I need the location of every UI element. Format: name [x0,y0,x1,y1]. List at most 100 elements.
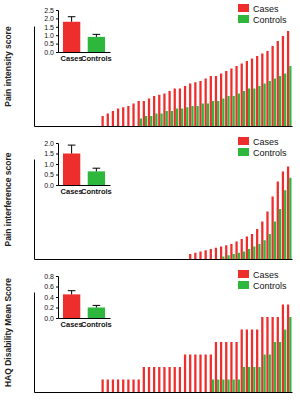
bar [202,392,204,393]
bar [122,380,124,393]
inset-x-axis: CasesControls [59,318,112,329]
bar [233,96,235,126]
error-bar-stem [71,145,72,153]
bar [210,76,212,126]
bar [277,317,279,392]
bar [284,190,286,259]
bar [83,392,85,393]
plot-area [189,167,291,260]
tick-label: 0.0 [44,182,54,189]
bar [132,380,134,393]
error-bar-stem [71,17,72,22]
error-bar [68,291,76,295]
bar [251,234,253,259]
bar [88,308,105,319]
bar [207,392,209,393]
bar [50,392,52,393]
tick-mark [56,287,58,288]
bar [258,86,260,126]
bar [220,342,222,392]
bar [271,317,273,392]
bar [63,392,65,393]
bar [174,89,176,127]
bar [199,81,201,126]
tick-label: 2.5 [44,7,54,14]
bar [114,259,116,260]
bar [135,259,137,260]
bar [73,126,75,127]
error-bar-cap [68,290,76,291]
bar [189,84,191,127]
bar [71,259,73,260]
bar [99,392,101,393]
tick: 2.0 [44,15,58,22]
bar [284,74,286,127]
bar [65,259,67,260]
bar [186,392,188,393]
bar [150,116,152,126]
bar [279,342,281,392]
error-bar [68,145,76,153]
bar [261,317,263,392]
bar [107,380,109,393]
bar [168,367,170,392]
bar [143,101,145,126]
error-bar-cap [68,16,76,17]
tick-label: 2.0 [44,15,54,22]
error-bar-cap [68,145,76,146]
bar [222,257,224,260]
tick: 0.8 [44,273,58,280]
bar [93,259,95,260]
bar [114,126,116,127]
bar [271,46,273,126]
bar [104,392,106,393]
bar [47,126,49,127]
inset-y-axis: 0.00.51.01.52.0 [44,140,58,189]
bar [63,154,80,186]
bar [158,259,160,260]
bar [202,104,204,127]
inset-background [58,143,110,185]
bar [233,380,235,393]
bar [52,392,54,393]
bar [138,380,140,393]
bar [215,248,217,259]
tick-mark [56,44,58,45]
bar [179,367,181,392]
bar [153,259,155,260]
bar [263,240,265,259]
bar [186,107,188,126]
bar [163,259,165,260]
inset-x-axis: CasesControls [59,52,112,63]
bar [287,167,289,260]
inset-plot-area [63,17,105,52]
bar [210,249,212,259]
bar [166,259,168,260]
bar [148,99,150,127]
bar [104,126,106,127]
tick-mark [56,143,58,144]
bar [65,126,67,127]
bar [117,380,119,393]
bar [127,106,129,126]
legend-swatch [238,15,249,23]
bar-series [101,31,289,126]
bar [235,342,237,392]
bar [235,66,237,126]
bar [150,392,152,393]
bar [107,259,109,260]
bar [96,126,98,127]
bar [37,392,39,393]
bar [184,86,186,126]
bar [258,367,260,392]
bar [174,259,176,260]
bar [199,252,201,260]
bar [86,126,88,127]
bar [181,259,183,260]
bar [40,126,42,127]
axis-line [35,259,293,260]
bar [47,259,49,260]
tick-mark [56,35,58,36]
bar [225,342,227,392]
tick: Cases [61,185,83,196]
